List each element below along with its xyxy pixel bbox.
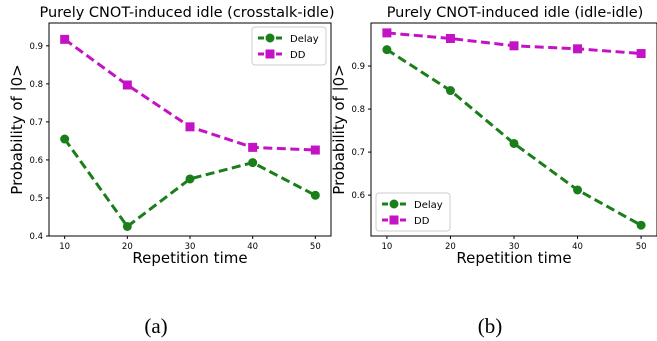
x-tick-label: 20	[122, 242, 133, 252]
legend-marker-delay	[389, 199, 399, 209]
data-point-delay	[573, 185, 583, 195]
data-point-dd	[382, 28, 392, 38]
legend-box	[375, 192, 451, 232]
data-point-dd	[509, 41, 519, 51]
y-tick-label: 0.7	[29, 118, 43, 128]
legend-label: Delay	[290, 34, 319, 45]
data-point-dd	[636, 49, 646, 59]
y-tick-label: 0.6	[29, 156, 43, 166]
legend-label: DD	[290, 50, 306, 61]
x-tick-label: 50	[310, 242, 321, 252]
y-tick-label: 0.5	[29, 194, 43, 204]
y-axis-label: Probability of |0>	[330, 64, 348, 194]
chart-title: Purely CNOT-induced idle (crosstalk-idle…	[39, 5, 334, 21]
x-tick-label: 20	[445, 242, 456, 252]
legend-label: Delay	[414, 200, 443, 211]
data-point-dd	[445, 33, 455, 43]
data-point-delay	[122, 221, 132, 231]
data-point-dd	[185, 122, 195, 132]
x-tick-label: 50	[636, 242, 647, 252]
data-point-delay	[382, 45, 392, 55]
legend-marker-dd	[265, 49, 275, 59]
data-point-delay	[636, 220, 646, 230]
data-point-delay	[60, 134, 70, 144]
data-point-delay	[509, 138, 519, 148]
data-point-dd	[122, 80, 132, 90]
x-axis-label: Repetition time	[132, 249, 247, 267]
data-point-delay	[248, 158, 258, 168]
x-tick-label: 10	[59, 242, 70, 252]
y-tick-label: 0.8	[29, 80, 43, 90]
x-tick-label: 30	[509, 242, 520, 252]
data-point-delay	[185, 174, 195, 184]
legend: Delay DD	[375, 192, 451, 232]
y-tick-label: 0.9	[351, 62, 365, 72]
x-tick-label: 40	[247, 242, 258, 252]
data-point-dd	[573, 44, 583, 54]
data-point-dd	[310, 145, 320, 155]
data-point-delay	[445, 86, 455, 96]
chart-title: Purely CNOT-induced idle (idle-idle)	[387, 5, 644, 21]
chart-panel-a: Purely CNOT-induced idle (crosstalk-idle…	[8, 5, 335, 338]
legend-marker-dd	[389, 215, 399, 225]
panel-caption: (b)	[478, 314, 503, 338]
legend-label: DD	[414, 216, 430, 227]
y-tick-label: 0.7	[351, 148, 365, 158]
x-axis-label: Repetition time	[456, 249, 571, 267]
x-tick-label: 30	[185, 242, 196, 252]
y-tick-label: 0.9	[29, 42, 43, 52]
data-point-delay	[310, 190, 320, 200]
x-tick-label: 40	[572, 242, 583, 252]
data-point-dd	[60, 34, 70, 44]
legend-box	[251, 26, 327, 66]
legend-marker-delay	[265, 33, 275, 43]
legend: Delay DD	[251, 26, 327, 66]
x-tick-label: 10	[381, 242, 392, 252]
y-tick-label: 0.8	[351, 105, 365, 115]
y-tick-label: 0.6	[351, 191, 365, 201]
series-line-delay	[386, 48, 642, 227]
data-point-dd	[248, 142, 258, 152]
chart-panel-b: Purely CNOT-induced idle (idle-idle) 10 20…	[330, 5, 657, 338]
panel-caption: (a)	[144, 314, 167, 338]
series-line-delay	[63, 138, 317, 229]
y-tick-label: 0.4	[29, 232, 43, 242]
y-axis-label: Probability of |0>	[8, 64, 26, 194]
